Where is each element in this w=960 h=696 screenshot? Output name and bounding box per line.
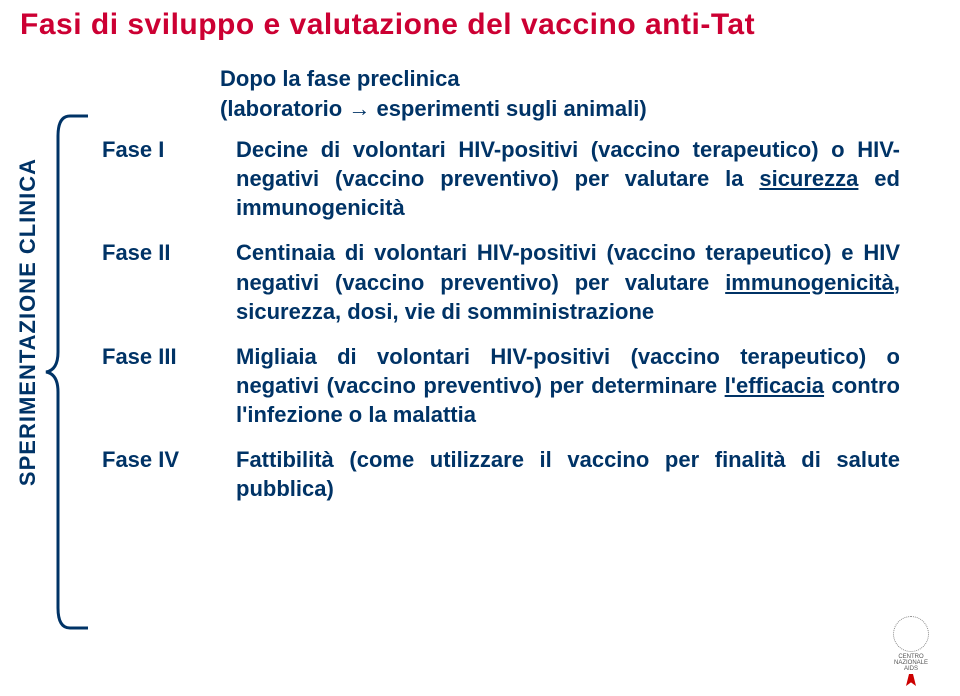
phase-row: Fase IV Fattibilità (come utilizzare il … bbox=[102, 445, 900, 503]
phase-row: Fase II Centinaia di volontari HIV-posit… bbox=[102, 238, 900, 325]
phase-label: Fase I bbox=[102, 135, 236, 163]
phase-desc: Decine di volontari HIV-positivi (vaccin… bbox=[236, 135, 900, 222]
vertical-column: SPERIMENTAZIONE CLINICA bbox=[0, 135, 42, 508]
arrow-icon: → bbox=[348, 96, 370, 121]
phase-desc-ul: immunogenicità bbox=[725, 270, 894, 295]
content-row: SPERIMENTAZIONE CLINICA Fase I Decine di… bbox=[0, 135, 960, 508]
vertical-label: SPERIMENTAZIONE CLINICA bbox=[15, 158, 41, 486]
preclinica-block: Dopo la fase preclinica (laboratorio → e… bbox=[220, 64, 920, 123]
logo-aids: CENTRO NAZIONALE AIDS bbox=[880, 616, 942, 686]
phase-row: Fase I Decine di volontari HIV-positivi … bbox=[102, 135, 900, 222]
phase-desc-pre: Fattibilità (come utilizzare il vaccino … bbox=[236, 447, 900, 501]
bracket-icon bbox=[40, 112, 96, 632]
logo-circle-icon bbox=[893, 616, 929, 652]
phase-desc: Migliaia di volontari HIV-positivi (vacc… bbox=[236, 342, 900, 429]
phase-label: Fase III bbox=[102, 342, 236, 370]
page-title: Fasi di sviluppo e valutazione del vacci… bbox=[0, 0, 960, 46]
phase-desc: Fattibilità (come utilizzare il vaccino … bbox=[236, 445, 900, 503]
phases-column: Fase I Decine di volontari HIV-positivi … bbox=[102, 135, 960, 508]
phase-desc-ul: l'efficacia bbox=[725, 373, 824, 398]
logo-line3: AIDS bbox=[904, 666, 918, 672]
phase-row: Fase III Migliaia di volontari HIV-posit… bbox=[102, 342, 900, 429]
phase-label: Fase IV bbox=[102, 445, 236, 473]
ribbon-icon bbox=[906, 674, 916, 686]
phase-label: Fase II bbox=[102, 238, 236, 266]
preclinica-line2b: esperimenti sugli animali) bbox=[370, 96, 646, 121]
preclinica-line1: Dopo la fase preclinica bbox=[220, 66, 460, 91]
phase-desc-ul: sicurezza bbox=[759, 166, 858, 191]
preclinica-line2a: (laboratorio bbox=[220, 96, 348, 121]
phase-desc: Centinaia di volontari HIV-positivi (vac… bbox=[236, 238, 900, 325]
